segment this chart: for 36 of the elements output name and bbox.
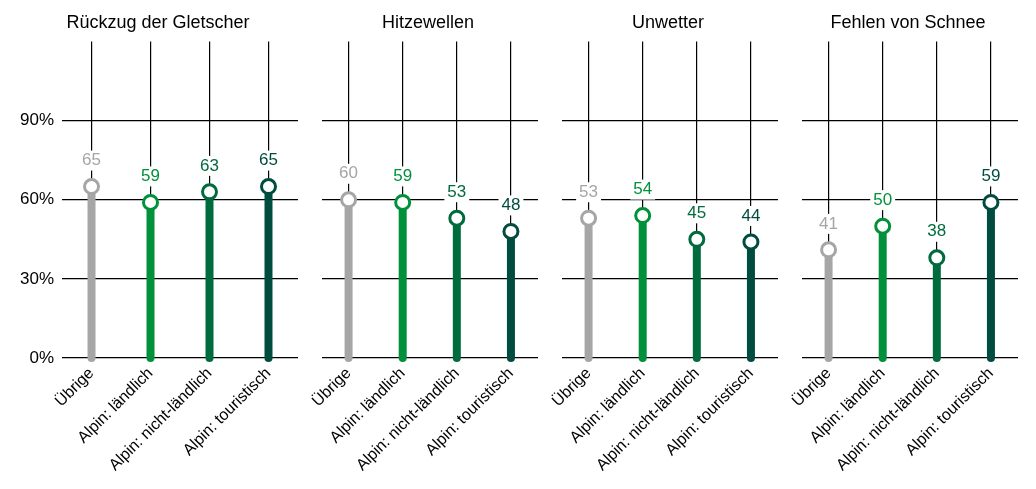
data-label: 38 — [927, 221, 947, 241]
point — [448, 209, 466, 227]
point — [688, 230, 706, 248]
point — [580, 209, 598, 227]
chart-title: Hitzewellen — [381, 11, 475, 32]
data-label: 59 — [141, 166, 160, 186]
point — [820, 241, 838, 259]
data-label: 59 — [981, 166, 1001, 186]
data-label: 63 — [200, 155, 219, 175]
point — [340, 191, 358, 209]
chart-title: Unwetter — [631, 11, 705, 32]
point — [502, 222, 520, 240]
chart-title: Rückzug der Gletscher — [66, 11, 250, 32]
point — [874, 217, 892, 235]
y-tick-label: 0% — [29, 347, 55, 367]
point — [928, 249, 946, 267]
data-label: 48 — [501, 195, 521, 215]
data-label: 41 — [819, 213, 839, 233]
data-label: 65 — [82, 150, 101, 170]
y-tick-label: 30% — [19, 268, 55, 288]
data-label: 45 — [687, 203, 707, 222]
data-label: 59 — [393, 166, 413, 186]
point — [742, 233, 760, 251]
data-label: 50 — [873, 189, 893, 209]
data-label: 60 — [339, 163, 359, 183]
point — [634, 207, 652, 225]
point — [394, 193, 412, 211]
chart-title: Fehlen von Schnee — [830, 11, 986, 32]
data-label: 53 — [579, 181, 599, 201]
y-tick-label: 60% — [19, 189, 55, 209]
point — [982, 193, 1000, 211]
y-tick-label: 90% — [19, 110, 55, 130]
data-label: 53 — [447, 181, 467, 201]
data-label: 54 — [633, 179, 653, 199]
data-label: 44 — [741, 205, 761, 225]
data-label: 65 — [259, 150, 278, 170]
